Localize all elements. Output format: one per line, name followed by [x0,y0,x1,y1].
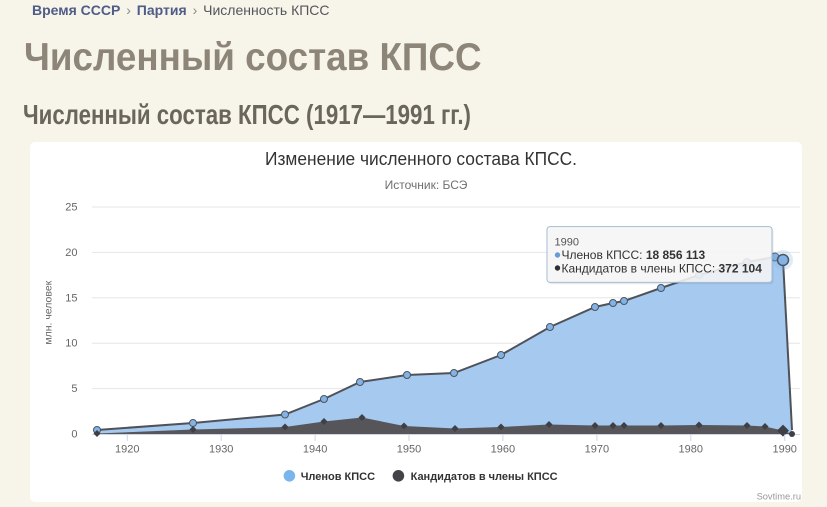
svg-text:10: 10 [65,338,77,350]
svg-text:Sovtime.ru: Sovtime.ru [757,492,801,502]
svg-text:1940: 1940 [303,443,327,455]
svg-text:1990: 1990 [555,237,579,249]
svg-text:15: 15 [65,292,77,304]
svg-text:1950: 1950 [397,443,421,455]
svg-text:1980: 1980 [679,443,703,455]
svg-text:20: 20 [65,247,77,259]
svg-text:млн. человек: млн. человек [43,280,55,344]
svg-text:Кандидатов в члены КПСС: Кандидатов в члены КПСС [411,471,558,483]
svg-text:Изменение численного состава К: Изменение численного состава КПСС. [265,149,577,169]
svg-text:Кандидатов в члены КПСС: 372 1: Кандидатов в члены КПСС: 372 104 [562,262,763,276]
svg-text:1930: 1930 [209,443,233,455]
svg-text:1990: 1990 [772,443,796,455]
svg-text:1960: 1960 [491,443,515,455]
svg-text:1920: 1920 [115,443,139,455]
svg-text:Членов КПСС: Членов КПСС [301,471,375,483]
svg-text:0: 0 [71,429,77,441]
svg-text:Членов КПСС: 18 856 113: Членов КПСС: 18 856 113 [562,248,706,262]
svg-text:Источник: БСЭ: Источник: БСЭ [385,178,468,192]
svg-text:25: 25 [65,202,77,214]
svg-text:5: 5 [71,383,77,395]
svg-text:1970: 1970 [585,443,609,455]
